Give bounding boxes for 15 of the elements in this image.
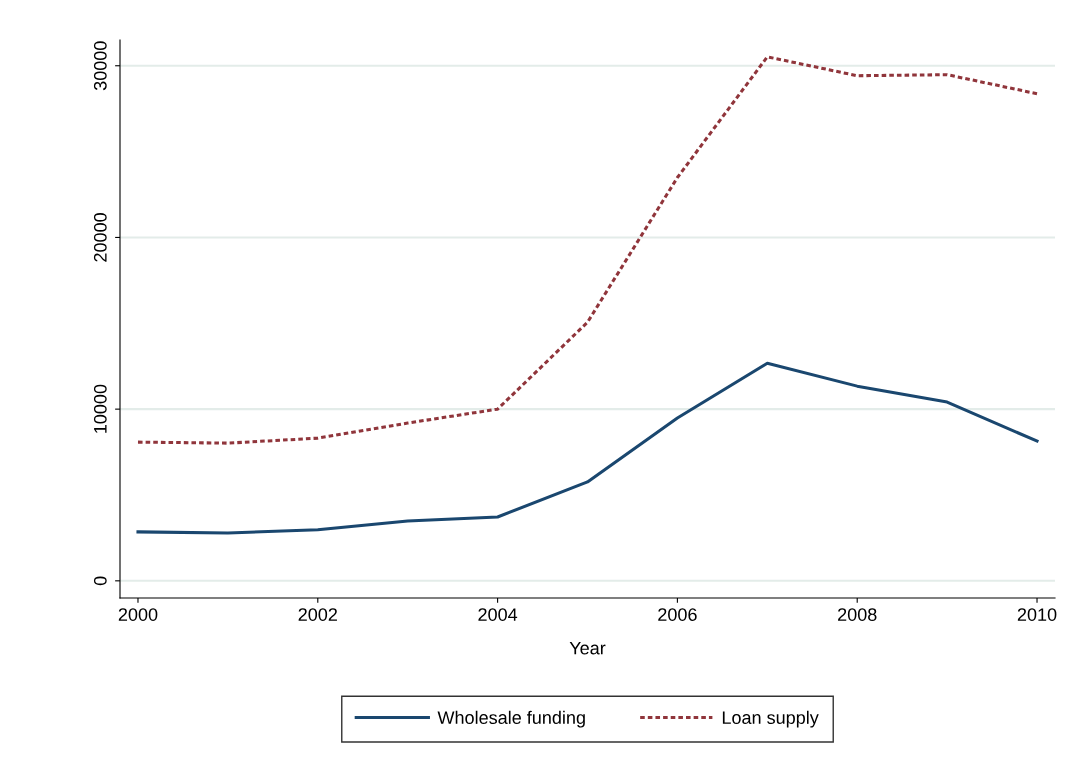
legend-label: Wholesale funding xyxy=(437,710,585,728)
line-series xyxy=(136,361,1039,535)
x-axis-title: Year xyxy=(569,641,606,655)
x-tick-label: 2010 xyxy=(1017,608,1057,621)
x-tick-label: 2002 xyxy=(298,608,337,621)
y-tick-label: 20000 xyxy=(93,213,107,262)
y-tick-label: 0 xyxy=(93,576,107,586)
x-tick-label: 2008 xyxy=(838,608,877,621)
y-tick-label: 30000 xyxy=(93,41,107,91)
x-tick-label: 2000 xyxy=(118,608,158,621)
x-tick-label: 2006 xyxy=(658,608,697,621)
y-tick-label: 10000 xyxy=(93,384,107,433)
legend-label: Loan supply xyxy=(722,710,819,728)
x-tick-label: 2004 xyxy=(478,608,518,621)
line-series xyxy=(136,55,1039,445)
